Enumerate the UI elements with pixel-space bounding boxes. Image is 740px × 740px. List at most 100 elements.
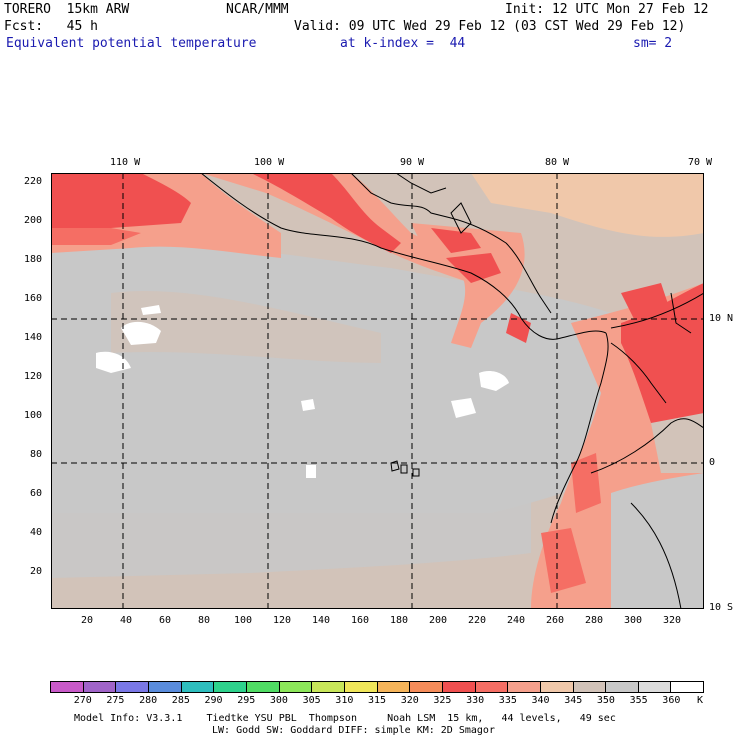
x-tick: 300 [624,615,643,626]
andes-cool-region [611,473,704,609]
colorbar-label: 305 [302,695,321,706]
y-tick: 140 [24,332,43,343]
x-tick: 60 [159,615,172,626]
colorbar-label: 290 [204,695,223,706]
x-tick: 120 [273,615,292,626]
colorbar-swatch [475,682,509,692]
galapagos-islands [390,460,420,477]
y-tick: 20 [30,566,43,577]
white-patch [301,399,315,411]
warm-land [201,173,481,283]
x-tick: 320 [663,615,682,626]
colorbar-swatch [377,682,411,692]
y-tick: 100 [24,410,43,421]
y-tick: 120 [24,371,43,382]
border-line [670,292,692,334]
x-tick: 80 [198,615,211,626]
x-tick: 200 [429,615,448,626]
colorbar-swatch [148,682,182,692]
hot-region [541,528,586,593]
colorbar-swatch [344,682,378,692]
equivalent-potential-temperature-map [51,173,704,609]
y-tick: 160 [24,293,43,304]
colorbar-label: 335 [498,695,517,706]
colorbar-label: 325 [433,695,452,706]
colorbar-swatch [508,682,541,692]
smoothing-info: sm= 2 [633,36,673,51]
colorbar-swatch [116,682,149,692]
x-tick: 220 [468,615,487,626]
colorbar-label: 280 [139,695,158,706]
hot-land [431,228,481,253]
lon-label-90w: 90 W [400,157,425,168]
border-line [395,173,447,194]
lat-label-10n: 10 N [709,313,734,324]
hot-land [506,313,531,343]
hot-region [51,228,141,245]
colorbar-label: 315 [368,695,387,706]
white-patch [479,371,509,391]
y-tick: 40 [30,527,43,538]
y-tick: 180 [24,254,43,265]
border-line [610,342,667,404]
hot-region [51,173,191,228]
x-tick: 260 [546,615,565,626]
andes-region [651,413,704,473]
colorbar-swatch [51,682,84,692]
coastline-caribbean [350,173,552,314]
colorbar-swatch [573,682,607,692]
model-title: TORERO 15km ARW [4,2,130,17]
x-tick: 180 [390,615,409,626]
colorbar-swatch [606,682,639,692]
model-info-line2: LW: Godd SW: Goddard DIFF: simple KM: 2D… [212,725,495,736]
tan-band [111,291,381,363]
white-patch [96,351,131,373]
gray-region-south [51,420,531,578]
colorbar-label: 350 [596,695,615,706]
caribbean-region [471,173,704,237]
colorbar-label: 320 [400,695,419,706]
colorbar-label: 345 [564,695,583,706]
y-tick: 220 [24,176,43,187]
lat-lon-grid [51,173,704,609]
hot-region [621,283,671,323]
x-tick: 160 [351,615,370,626]
colorbar-swatch [214,682,247,692]
map-frame [51,173,704,609]
colorbar-swatch [442,682,476,692]
colorbar-swatch [246,682,280,692]
x-tick: 20 [81,615,94,626]
white-patch [121,321,161,345]
hot-region [571,453,601,513]
x-tick: 240 [507,615,526,626]
x-tick: 140 [312,615,331,626]
model-info-line1: Model Info: V3.3.1 Tiedtke YSU PBL Thomp… [74,713,616,724]
lon-label-100w: 100 W [254,157,285,168]
forecast-hour: Fcst: 45 h [4,19,98,34]
colorbar-swatch [540,682,574,692]
coastline-north-sa [610,292,704,329]
colorbar-label: 355 [629,695,648,706]
colorbar-label: 340 [531,695,550,706]
colorbar-label: 285 [171,695,190,706]
colorbar-swatch [638,682,672,692]
center-label: NCAR/MMM [226,2,289,17]
white-patch [306,465,316,478]
coastline-pacific [200,173,607,340]
white-patch [141,305,161,315]
lon-label-110w: 110 W [110,157,141,168]
colorbar-label: 360 [662,695,681,706]
colorbar-label: 300 [269,695,288,706]
coastline-south-america [550,332,609,524]
level-info: at k-index = 44 [340,36,466,51]
colorbar [50,681,704,693]
white-patch [451,398,476,418]
colorbar-unit: K [697,695,704,706]
colorbar-swatch [410,682,443,692]
x-tick: 100 [234,615,253,626]
lat-label-0: 0 [709,457,716,468]
colorbar-swatch [279,682,313,692]
colorbar-label: 310 [335,695,354,706]
warm-land-central-america [411,223,525,348]
valid-time: Valid: 09 UTC Wed 29 Feb 12 (03 CST Wed … [294,19,686,34]
